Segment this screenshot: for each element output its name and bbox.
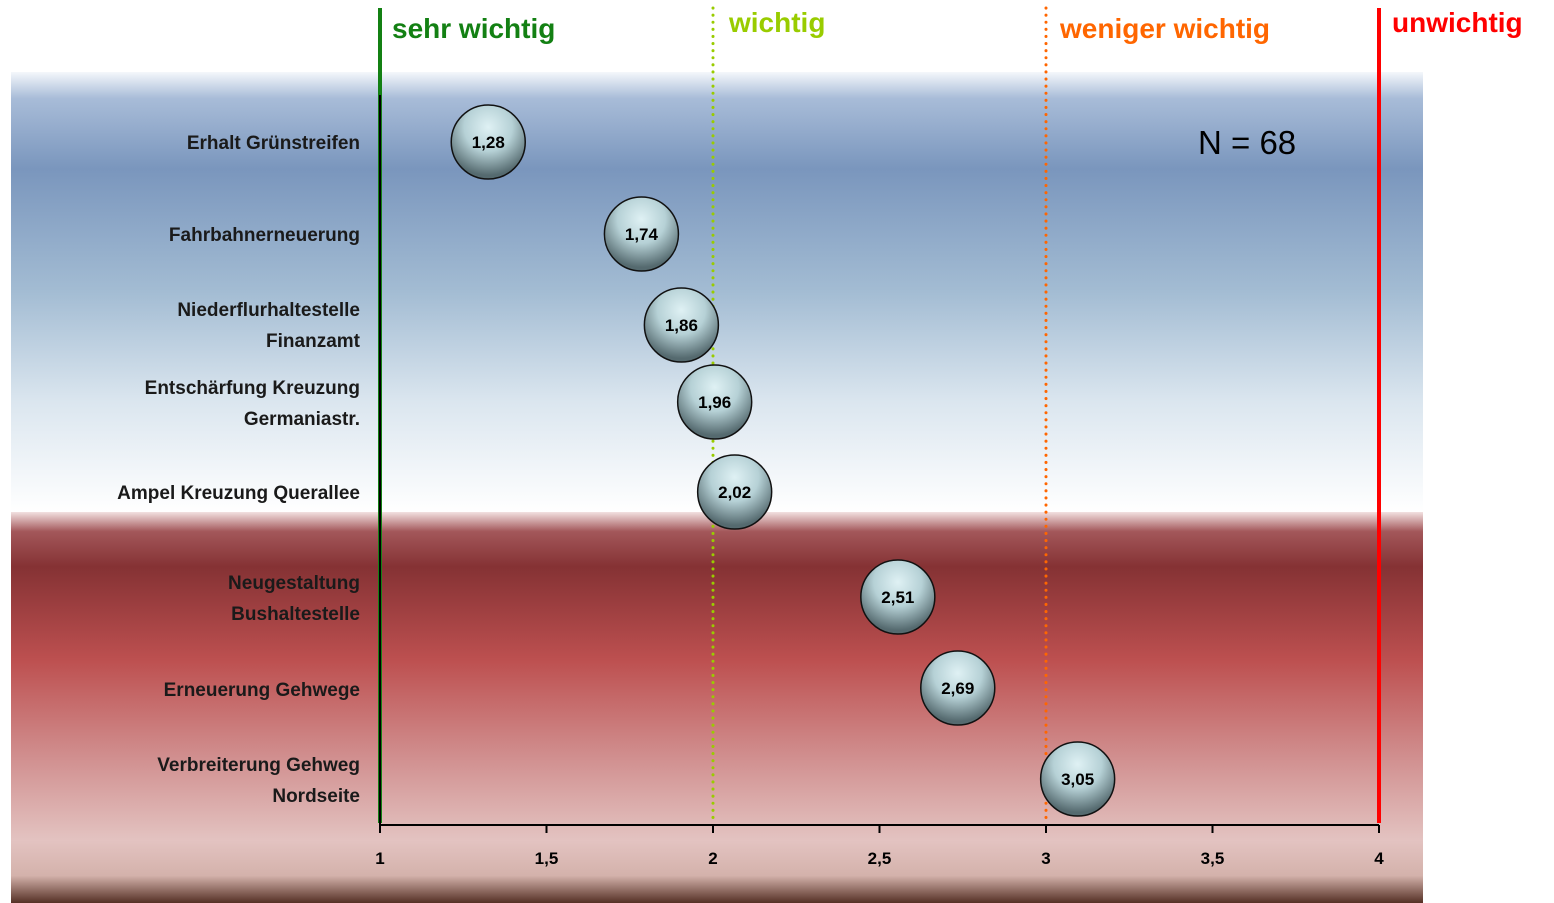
data-point (1039, 741, 1116, 817)
data-point (860, 559, 936, 635)
sample-size-annotation: N = 68 (1198, 124, 1296, 161)
category-label: Fahrbahnerneuerung (169, 225, 360, 246)
category-label: Erneuerung Gehwege (164, 680, 360, 701)
data-label: 2,69 (941, 679, 974, 698)
data-point (450, 104, 526, 180)
reference-label-wichtig: wichtig (728, 7, 825, 38)
x-tick-label: 3 (1041, 849, 1050, 868)
reference-label-sehr-wichtig: sehr wichtig (392, 13, 555, 44)
data-label: 1,74 (625, 225, 659, 244)
data-label: 2,51 (881, 588, 914, 607)
category-labels: Erhalt Grünstreifen Fahrbahnerneuerung Nie… (117, 133, 361, 807)
category-label: Germaniastr. (244, 409, 360, 430)
data-point (920, 650, 996, 726)
data-label: 2,02 (718, 483, 751, 502)
background-lower-band (11, 512, 1423, 903)
data-bubbles: 1,28 1,74 1,86 1,96 2,02 2,51 2,69 3,05 (450, 104, 1116, 817)
data-label: 1,28 (472, 133, 505, 152)
category-label: Verbreiterung Gehweg (157, 755, 360, 776)
x-tick-label: 3,5 (1201, 849, 1225, 868)
category-label: Neugestaltung (228, 573, 360, 594)
x-tick-label: 1,5 (535, 849, 559, 868)
data-point (696, 454, 773, 530)
category-label: Entschärfung Kreuzung (145, 378, 360, 399)
reference-labels: sehr wichtig wichtig weniger wichtig unwich… (392, 7, 1523, 44)
x-tick-label: 4 (1374, 849, 1384, 868)
x-axis: 1 1,5 2 2,5 3 3,5 4 (375, 95, 1384, 868)
data-label: 3,05 (1061, 770, 1094, 789)
category-label: Niederflurhaltestelle (177, 300, 360, 321)
category-label: Finanzamt (266, 331, 361, 352)
data-point (643, 287, 720, 363)
category-label: Bushaltestelle (231, 604, 360, 625)
data-point (603, 196, 680, 272)
data-label: 1,96 (698, 393, 731, 412)
x-tick-label: 2,5 (868, 849, 892, 868)
data-label: 1,86 (665, 316, 698, 335)
reference-label-weniger-wichtig: weniger wichtig (1059, 13, 1270, 44)
category-label: Nordseite (272, 786, 360, 807)
x-tick-label: 2 (708, 849, 717, 868)
category-label: Ampel Kreuzung Querallee (117, 483, 360, 504)
category-label: Erhalt Grünstreifen (187, 133, 360, 154)
x-tick-label: 1 (375, 849, 384, 868)
reference-label-unwichtig: unwichtig (1392, 7, 1523, 38)
data-point (676, 364, 753, 440)
